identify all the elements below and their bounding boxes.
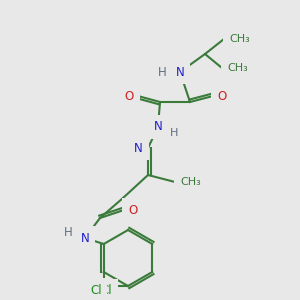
Text: O: O	[128, 203, 137, 217]
Text: N: N	[81, 232, 89, 244]
Text: CH₃: CH₃	[227, 63, 248, 73]
Text: N: N	[154, 121, 162, 134]
Text: O: O	[125, 89, 134, 103]
Text: H: H	[170, 128, 178, 138]
Text: CH₃: CH₃	[229, 34, 250, 44]
Text: H: H	[64, 226, 72, 238]
Text: Cl: Cl	[100, 284, 112, 298]
Text: Cl: Cl	[90, 284, 102, 296]
Text: H: H	[158, 65, 166, 79]
Text: O: O	[217, 89, 226, 103]
Text: CH₃: CH₃	[180, 177, 201, 187]
Text: N: N	[134, 142, 143, 154]
Text: N: N	[176, 65, 184, 79]
